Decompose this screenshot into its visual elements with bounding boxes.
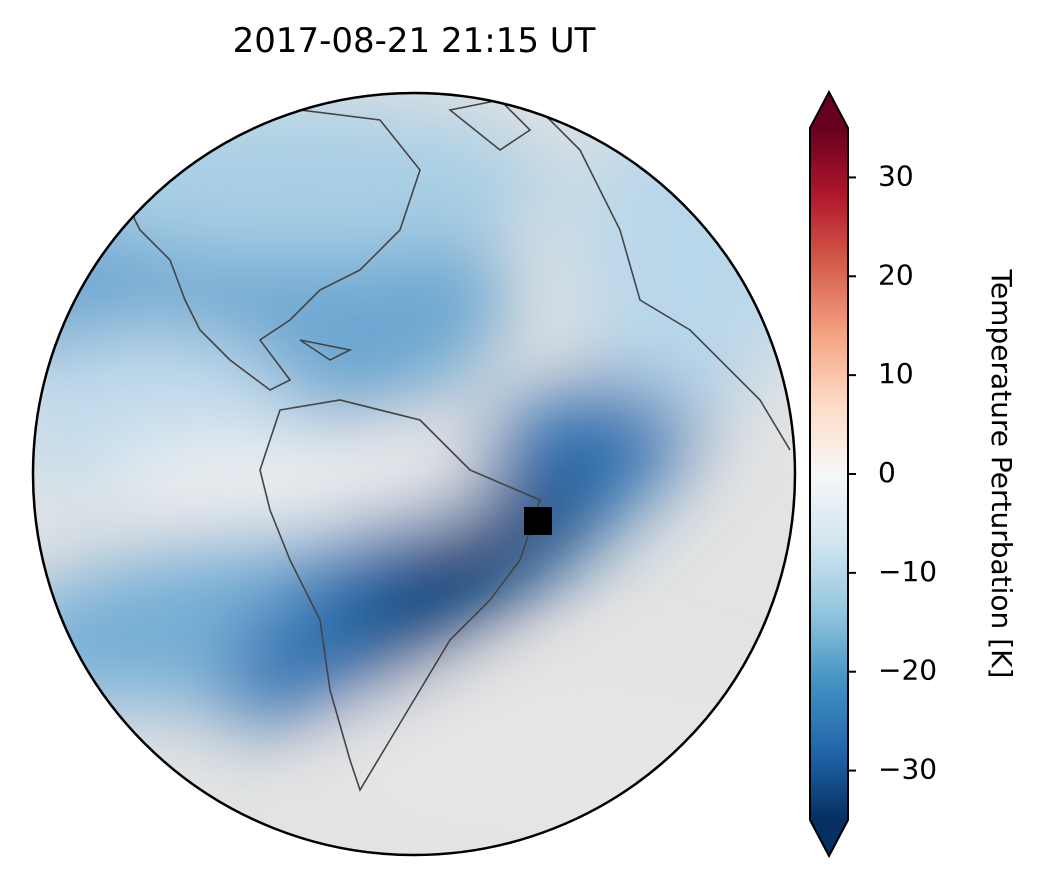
globe — [33, 93, 795, 855]
colorbar-tick-label: −10 — [878, 555, 937, 588]
map-title: 2017-08-21 21:15 UT — [233, 21, 596, 61]
colorbar-extend-max — [810, 92, 848, 128]
colorbar-outline — [809, 89, 849, 859]
colorbar-tick-label: 10 — [878, 357, 914, 390]
colorbar-extend-min — [810, 820, 848, 856]
colorbar-tick-label: 0 — [878, 456, 896, 489]
globe-outline — [31, 91, 797, 857]
colorbar: −30 −20 −10 0 10 20 30 — [809, 89, 937, 859]
colorbar-tick-label: −30 — [878, 753, 937, 786]
colorbar-tick-label: −20 — [878, 654, 937, 687]
colorbar-label: Temperature Perturbation [K] — [985, 269, 1018, 679]
colorbar-tick-label: 20 — [878, 258, 914, 291]
colorbar-body — [810, 128, 848, 820]
colorbar-tick-label: 30 — [878, 159, 914, 192]
